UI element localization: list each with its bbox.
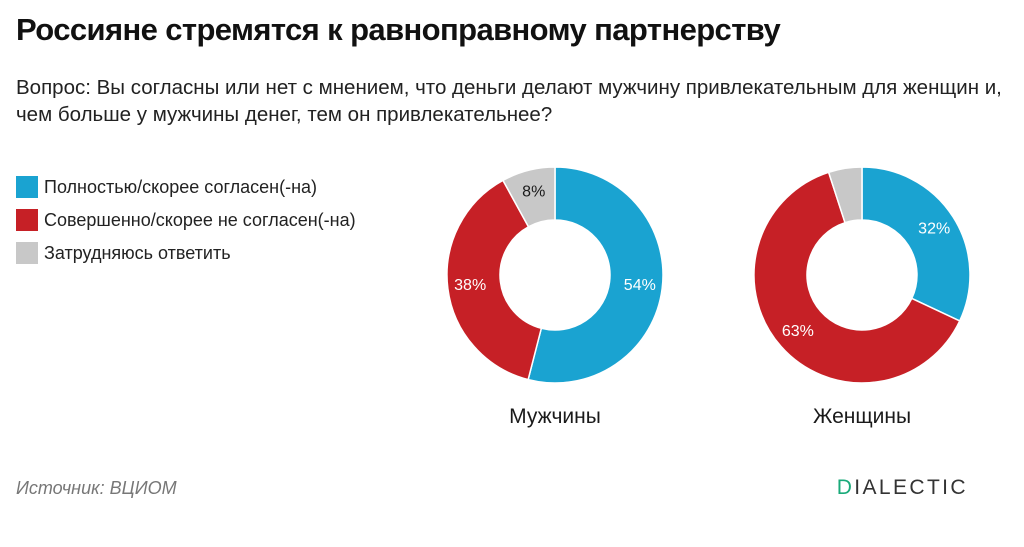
chart-title: Россияне стремятся к равноправному партн…	[16, 12, 781, 47]
legend: Полностью/скорее согласен(-на) Совершенн…	[16, 176, 356, 275]
slice-men-agree	[527, 166, 664, 384]
slice-women-disagree	[753, 171, 961, 384]
group-label-men: Мужчины	[509, 405, 601, 428]
slice-men-disagree	[446, 179, 543, 381]
group-label-women: Женщины	[813, 405, 911, 428]
legend-label-undecided: Затрудняюсь ответить	[44, 242, 231, 263]
legend-label-agree: Полностью/скорее согласен(-на)	[44, 176, 318, 197]
legend-swatch-undecided	[16, 242, 38, 264]
value-label-women-disagree: 63%	[782, 323, 814, 340]
value-label-men-disagree: 38%	[454, 277, 486, 294]
value-label-men-undecided: 8%	[522, 184, 545, 201]
source-note: Источник: ВЦИОМ	[16, 478, 177, 498]
legend-item-disagree: Совершенно/скорее не согласен(-на)	[16, 209, 356, 231]
value-label-men-agree: 54%	[624, 277, 656, 294]
donut-men: 54% 38% 8% Мужчины	[446, 166, 664, 428]
legend-item-agree: Полностью/скорее согласен(-на)	[16, 176, 356, 198]
legend-item-undecided: Затрудняюсь ответить	[16, 242, 356, 264]
legend-swatch-disagree	[16, 209, 38, 231]
slice-women-agree	[861, 166, 971, 322]
slice-men-undecided	[501, 166, 556, 228]
value-label-women-agree: 32%	[918, 221, 950, 238]
dialectic-logo: DIALECTIC	[836, 476, 968, 499]
legend-swatch-agree	[16, 176, 38, 198]
slice-women-undecided	[827, 166, 863, 224]
donut-women: 32% 63% Женщины	[753, 166, 971, 428]
survey-question: Вопрос: Вы согласны или нет с мнением, ч…	[16, 76, 1002, 126]
legend-label-disagree: Совершенно/скорее не согласен(-на)	[44, 209, 356, 230]
